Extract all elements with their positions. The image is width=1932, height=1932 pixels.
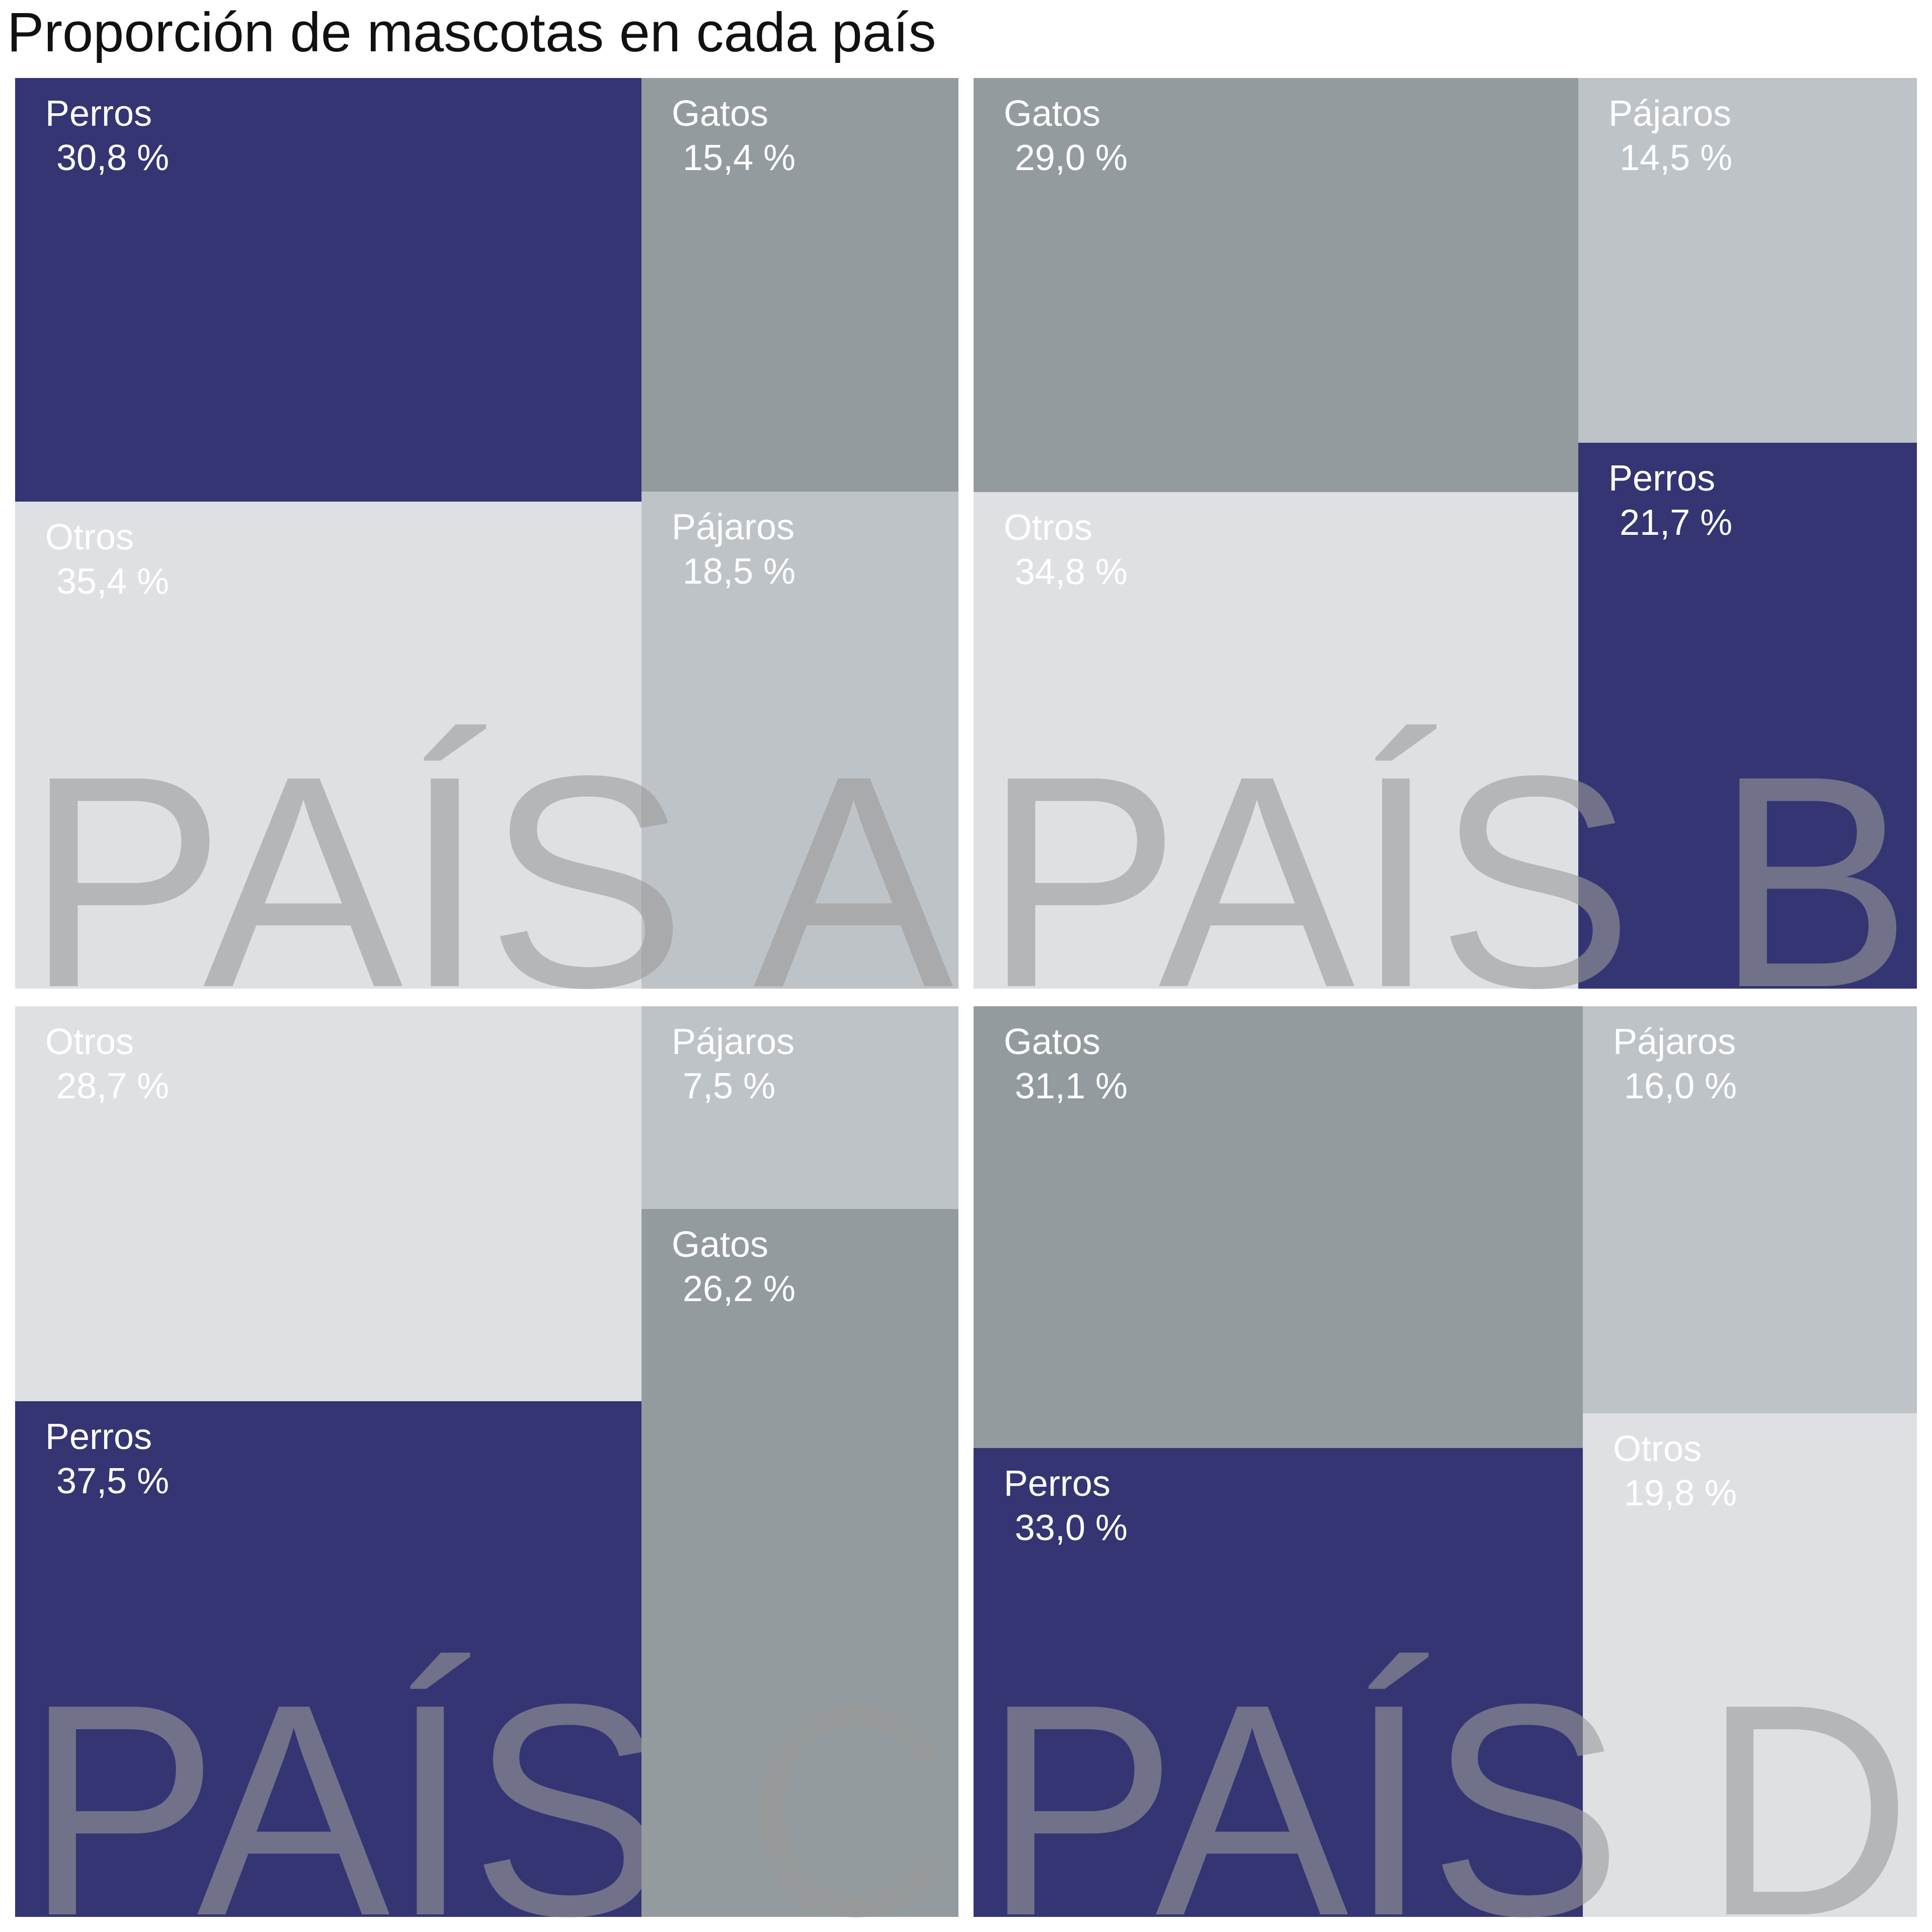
cell-pajaros	[1583, 1006, 1917, 1413]
cell-otros	[15, 1006, 641, 1401]
cell-gatos	[641, 78, 958, 492]
cell-value-label: 18,5 %	[683, 551, 795, 592]
cell-value-label: 35,4 %	[56, 561, 169, 602]
cell-perros	[15, 1401, 641, 1917]
cell-pajaros	[641, 1006, 958, 1209]
cell-value-label: 30,8 %	[56, 138, 169, 178]
cell-label: Otros	[1004, 508, 1092, 548]
cell-label: Perros	[1608, 458, 1715, 499]
cell-perros	[1578, 443, 1917, 989]
cell-label: Pájaros	[672, 1022, 794, 1062]
cell-pajaros	[1578, 78, 1917, 443]
cell-label: Gatos	[672, 94, 768, 134]
cell-value-label: 29,0 %	[1015, 138, 1128, 178]
panel-watermark: PAÍS C	[25, 1642, 953, 1932]
cell-value-label: 16,0 %	[1624, 1066, 1737, 1106]
cell-gatos	[641, 1209, 958, 1917]
cell-label: Otros	[1613, 1429, 1702, 1469]
cell-label: Pájaros	[1613, 1022, 1736, 1062]
cell-value-label: 21,7 %	[1620, 503, 1732, 543]
cell-label: Pájaros	[1608, 94, 1731, 134]
cell-value-label: 37,5 %	[56, 1461, 169, 1501]
cell-label: Gatos	[1004, 94, 1100, 134]
cell-value-label: 31,1 %	[1015, 1066, 1128, 1106]
cell-label: Gatos	[672, 1225, 768, 1265]
panel-watermark: PAÍS D	[984, 1642, 1912, 1932]
cell-gatos	[974, 78, 1578, 492]
panel-watermark: PAÍS A	[25, 713, 955, 1051]
cell-perros	[974, 1448, 1583, 1917]
cell-label: Perros	[45, 1417, 152, 1457]
cell-label: Perros	[45, 94, 152, 134]
cell-value-label: 19,8 %	[1624, 1473, 1737, 1513]
cell-value-label: 28,7 %	[56, 1066, 169, 1106]
cell-otros	[974, 492, 1578, 989]
panel-watermark: PAÍS B	[984, 713, 1912, 1051]
cell-label: Perros	[1004, 1464, 1110, 1504]
cell-label: Otros	[45, 517, 134, 557]
cell-value-label: 15,4 %	[683, 138, 795, 178]
cell-value-label: 34,8 %	[1015, 552, 1128, 592]
cell-label: Gatos	[1004, 1022, 1100, 1062]
cell-value-label: 7,5 %	[683, 1066, 775, 1106]
cell-label: Pájaros	[672, 507, 794, 547]
chart-title: Proporción de mascotas en cada país	[7, 2, 936, 63]
cell-perros	[15, 78, 641, 502]
cell-value-label: 14,5 %	[1620, 138, 1732, 178]
cell-value-label: 26,2 %	[683, 1269, 795, 1309]
cell-otros	[1583, 1413, 1917, 1917]
cell-pajaros	[641, 492, 958, 989]
cell-gatos	[974, 1006, 1583, 1448]
cell-label: Otros	[45, 1022, 134, 1062]
cell-value-label: 33,0 %	[1015, 1508, 1128, 1548]
cell-otros	[15, 502, 641, 989]
